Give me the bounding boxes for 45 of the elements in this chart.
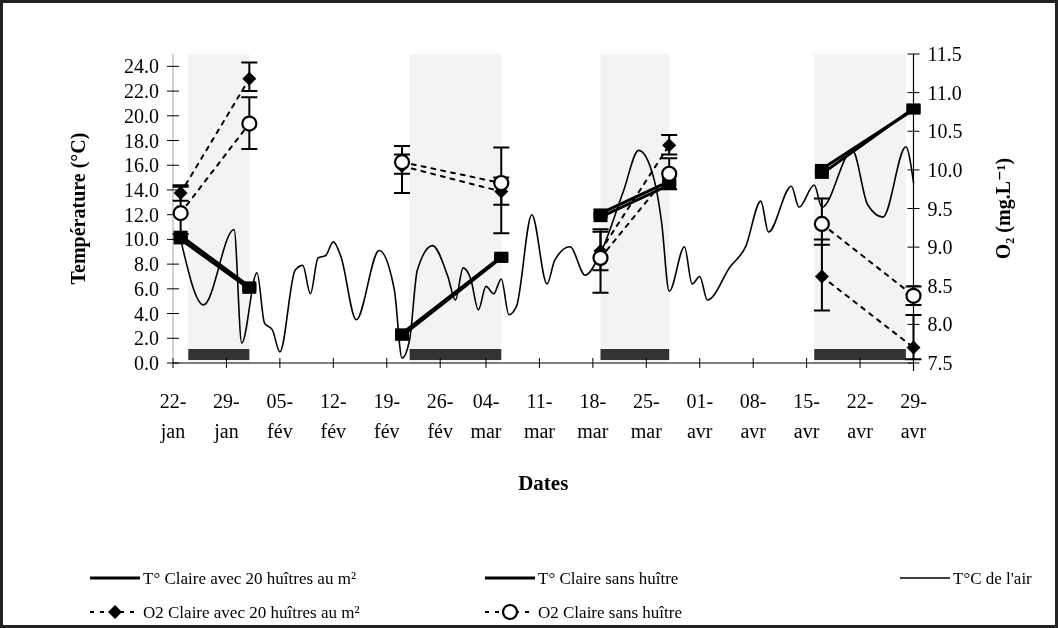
y2-tick-label: 8.0 (927, 313, 953, 336)
legend-label: T° Claire sans huître (538, 569, 679, 588)
x-axis-title: Dates (518, 471, 569, 495)
legend-label: T°C de l'air (953, 569, 1033, 588)
y2-tick-label: 8.5 (927, 274, 953, 297)
legend-label: O2 Claire avec 20 huîtres au m² (143, 603, 360, 622)
y-tick-label: 2.0 (134, 327, 159, 350)
x-tick-label: 26- fév (426, 390, 454, 442)
y-tick-label: 12.0 (124, 203, 159, 226)
legend-label: T° Claire avec 20 huîtres au m² (143, 569, 356, 588)
x-tick-label: 22- jan (159, 390, 187, 443)
y2-axis-title: O₂ (mg.L⁻¹) (992, 157, 1015, 260)
y2-tick-label: 9.5 (927, 197, 953, 220)
y-tick-label: 20.0 (124, 104, 159, 127)
y-tick-label: 0.0 (134, 352, 159, 374)
x-tick-label: 12- fév (319, 390, 347, 442)
y-tick-label: 10.0 (124, 228, 159, 251)
y2-tick-label: 7.5 (927, 352, 953, 374)
x-tick-label: 11- mar (523, 390, 556, 442)
x-tick-label: 15- avr (793, 390, 820, 442)
x-tick-label: 29- jan (213, 390, 240, 443)
y-tick-label: 22.0 (124, 80, 159, 103)
y2-tick-label: 9.0 (927, 236, 953, 259)
y-axis-title: Température (°C) (67, 132, 90, 285)
x-tick-label: 22- avr (846, 390, 874, 442)
y-tick-label: 16.0 (124, 154, 159, 177)
y2-tick-label: 11.0 (927, 81, 962, 104)
y2-tick-label: 10.5 (927, 120, 963, 143)
y-tick-label: 24.0 (124, 55, 159, 78)
x-tick-label: 19- fév (373, 390, 401, 442)
x-tick-label: 25- mar (630, 390, 663, 442)
legend-label: O2 Claire sans huître (538, 603, 682, 622)
y-tick-label: 14.0 (124, 178, 159, 201)
x-tick-label: 08- avr (739, 390, 767, 442)
x-tick-label: 04- mar (470, 390, 502, 442)
y-tick-label: 6.0 (134, 277, 159, 300)
x-tick-label: 29- avr (900, 390, 927, 442)
x-tick-label: 05- fév (266, 390, 294, 442)
y2-tick-label: 10.0 (927, 158, 963, 181)
y-tick-label: 18.0 (124, 129, 159, 152)
x-tick-label: 18- mar (577, 390, 609, 442)
y-tick-label: 8.0 (134, 253, 159, 276)
x-tick-label: 01- avr (686, 390, 714, 442)
y2-tick-label: 11.5 (927, 43, 962, 65)
y-tick-label: 4.0 (134, 302, 159, 325)
